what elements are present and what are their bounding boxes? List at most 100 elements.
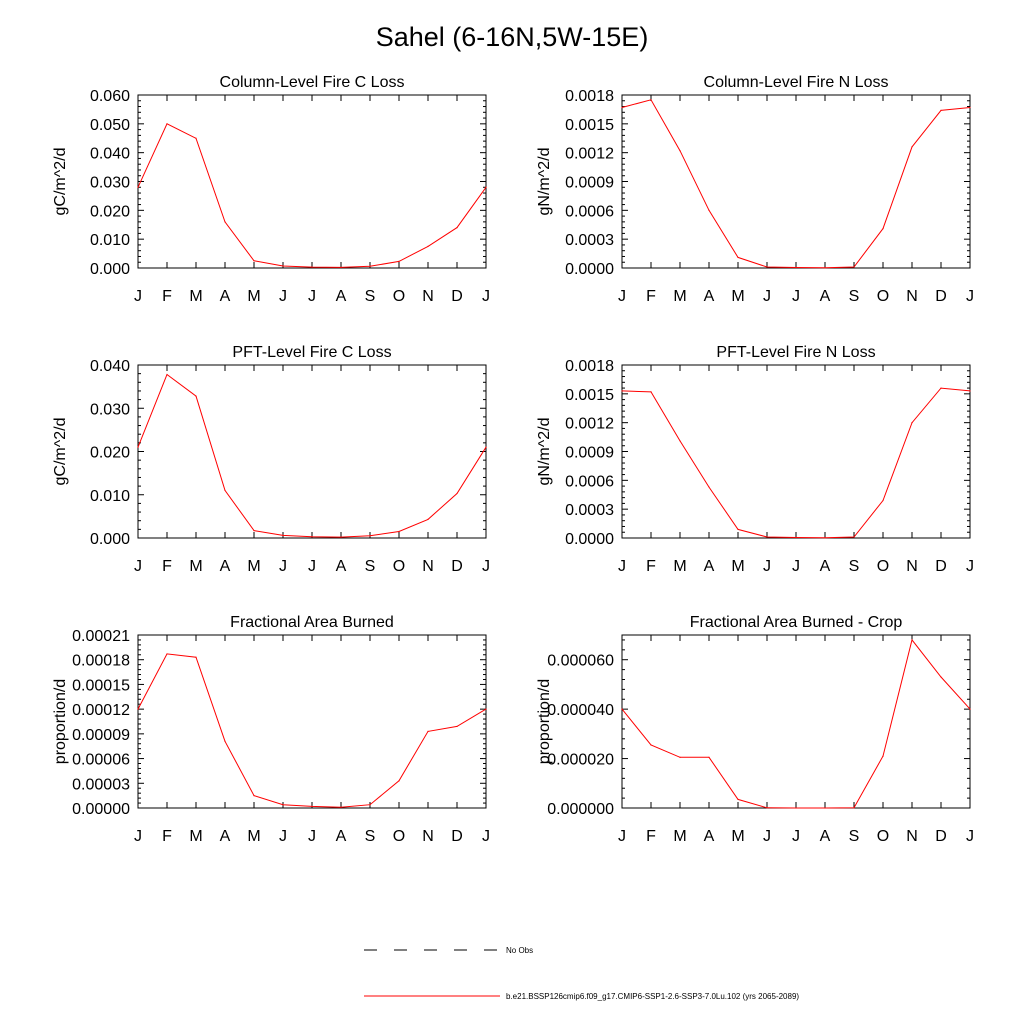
legend-entry-model: b.e21.BSSP126cmip6.f09_g17.CMIP6-SSP1-2.…: [364, 992, 799, 1001]
x-tick-label: D: [451, 288, 463, 305]
data-point: [940, 109, 942, 111]
x-tick-label: J: [134, 288, 142, 305]
data-point: [911, 146, 913, 148]
x-tick-label: A: [704, 828, 715, 845]
x-tick-label: S: [365, 828, 376, 845]
data-point: [795, 536, 797, 539]
data-point: [940, 676, 942, 678]
y-tick-label: 0.0015: [565, 117, 614, 134]
chart-title: Fractional Area Burned: [230, 614, 394, 631]
data-point: [485, 446, 487, 448]
x-tick-label: J: [966, 288, 974, 305]
y-tick-label: 0.0003: [565, 502, 614, 519]
y-tick-label: 0.030: [90, 175, 130, 192]
x-tick-label: A: [336, 288, 347, 305]
data-point: [456, 725, 458, 728]
x-tick-label: D: [935, 288, 947, 305]
data-point: [853, 807, 855, 809]
data-point: [369, 265, 371, 267]
legend-entry-no-obs: No Obs: [364, 946, 533, 955]
data-point: [795, 266, 797, 269]
x-tick-label: F: [162, 288, 172, 305]
x-tick-label: J: [482, 288, 490, 305]
data-point: [708, 486, 710, 488]
data-point: [427, 245, 429, 247]
data-point: [853, 266, 855, 268]
data-point: [340, 536, 342, 538]
y-tick-label: 0.010: [90, 232, 130, 249]
chart-title: Fractional Area Burned - Crop: [690, 614, 903, 631]
x-tick-label: N: [422, 828, 434, 845]
data-point: [650, 391, 652, 393]
data-point: [650, 744, 652, 746]
x-tick-label: F: [162, 828, 172, 845]
x-tick-label: O: [877, 288, 889, 305]
x-tick-label: J: [134, 558, 142, 575]
x-tick-label: J: [308, 288, 316, 305]
x-tick-label: A: [220, 558, 231, 575]
data-point: [311, 266, 313, 268]
y-tick-label: 0.0000: [565, 531, 614, 548]
data-point: [340, 806, 342, 808]
x-tick-label: A: [704, 558, 715, 575]
data-point: [485, 186, 487, 188]
data-point: [969, 390, 971, 392]
x-tick-label: S: [849, 288, 860, 305]
data-point: [311, 536, 313, 538]
x-tick-label: J: [618, 558, 626, 575]
data-point: [282, 804, 284, 806]
data-point: [311, 805, 313, 807]
x-tick-label: O: [877, 558, 889, 575]
x-tick-label: J: [308, 558, 316, 575]
data-point: [253, 260, 255, 262]
y-tick-label: 0.00000: [72, 801, 130, 818]
x-tick-label: J: [279, 558, 287, 575]
y-tick-label: 0.060: [90, 88, 130, 105]
x-tick-label: J: [966, 558, 974, 575]
y-tick-label: 0.0000: [565, 261, 614, 278]
x-tick-label: O: [393, 288, 405, 305]
data-point: [737, 256, 739, 259]
data-point: [940, 387, 942, 389]
x-tick-label: D: [935, 558, 947, 575]
y-tick-label: 0.00018: [72, 653, 130, 670]
data-point: [621, 708, 623, 710]
data-point: [795, 807, 797, 809]
y-tick-label: 0.010: [90, 488, 130, 505]
y-tick-label: 0.040: [90, 146, 130, 163]
data-point: [340, 266, 342, 269]
x-tick-label: A: [820, 558, 831, 575]
data-point: [824, 267, 826, 269]
data-point: [166, 123, 168, 125]
x-tick-label: M: [731, 288, 744, 305]
x-tick-label: A: [220, 288, 231, 305]
y-tick-label: 0.000: [90, 531, 130, 548]
x-tick-label: J: [966, 828, 974, 845]
x-tick-label: J: [308, 828, 316, 845]
data-point: [621, 390, 623, 392]
y-tick-label: 0.050: [90, 117, 130, 134]
y-tick-label: 0.0012: [565, 416, 614, 433]
data-point: [253, 530, 255, 532]
y-tick-label: 0.000020: [547, 752, 614, 769]
data-point: [766, 807, 768, 809]
y-tick-label: 0.00012: [72, 702, 130, 719]
y-tick-label: 0.0018: [565, 88, 614, 105]
data-point: [398, 780, 400, 782]
chart-title: Column-Level Fire N Loss: [704, 74, 889, 91]
data-point: [224, 489, 226, 492]
y-axis-label: gC/m^2/d: [52, 418, 69, 486]
x-tick-label: M: [673, 288, 686, 305]
data-point: [824, 537, 826, 539]
data-point: [427, 518, 429, 521]
x-tick-label: D: [451, 558, 463, 575]
data-point: [969, 106, 971, 109]
x-tick-label: F: [646, 558, 656, 575]
x-tick-label: M: [247, 288, 260, 305]
legend-label: No Obs: [506, 946, 533, 955]
x-tick-label: J: [792, 558, 800, 575]
y-tick-label: 0.00015: [72, 677, 130, 694]
data-point: [166, 373, 168, 376]
x-tick-label: N: [906, 828, 918, 845]
x-tick-label: F: [162, 558, 172, 575]
